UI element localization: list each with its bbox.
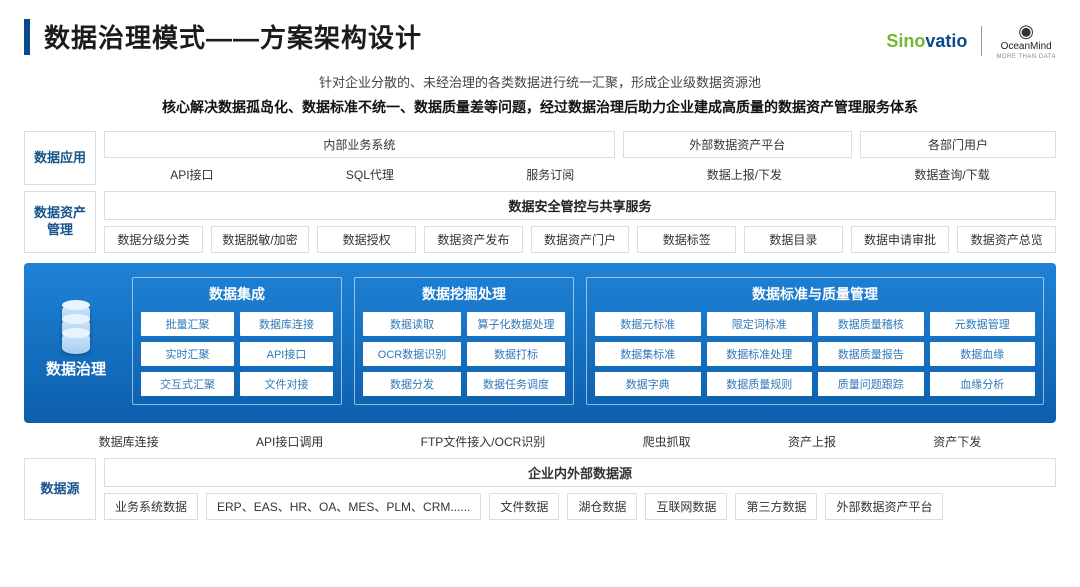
src-1: ERP、EAS、HR、OA、MES、PLM、CRM...... [206, 493, 481, 520]
asset-item-7: 数据申请审批 [851, 226, 950, 253]
g2-cell-0: 数据读取 [363, 312, 461, 336]
g3-cell-0: 数据元标准 [595, 312, 701, 336]
layer-asset-label: 数据资产 管理 [24, 191, 96, 253]
g1-cell-1: 数据库连接 [240, 312, 333, 336]
logo-group: Sinovatio ◉ OceanMind MORE THAN DATA [886, 18, 1056, 60]
asset-item-4: 数据资产门户 [531, 226, 630, 253]
ingest-5: 资产下发 [933, 433, 981, 450]
gov-group-1: 数据集成 批量汇聚 数据库连接 实时汇聚 API接口 交互式汇聚 文件对接 [132, 277, 342, 405]
app-mid-4: 数据查询/下载 [914, 166, 989, 183]
g2-cell-5: 数据任务调度 [467, 372, 565, 396]
g3-cell-6: 数据质量报告 [818, 342, 924, 366]
g3-cell-10: 质量问题跟踪 [818, 372, 924, 396]
src-4: 互联网数据 [645, 493, 727, 520]
g2-cell-4: 数据分发 [363, 372, 461, 396]
g2-cell-3: 数据打标 [467, 342, 565, 366]
gov-groups: 数据集成 批量汇聚 数据库连接 实时汇聚 API接口 交互式汇聚 文件对接 数据… [132, 277, 1044, 405]
asset-item-1: 数据脱敏/加密 [211, 226, 310, 253]
asset-item-0: 数据分级分类 [104, 226, 203, 253]
ingest-4: 资产上报 [788, 433, 836, 450]
g3-cell-4: 数据集标准 [595, 342, 701, 366]
title-wrap: 数据治理模式——方案架构设计 [24, 18, 422, 55]
source-header: 企业内外部数据源 [104, 458, 1056, 487]
gov-label-col: 数据治理 [34, 277, 118, 405]
app-top-1: 外部数据资产平台 [623, 131, 852, 158]
gov-group-1-title: 数据集成 [141, 284, 333, 306]
app-top-0: 内部业务系统 [104, 131, 615, 158]
layer-asset: 数据资产 管理 数据安全管控与共享服务 数据分级分类 数据脱敏/加密 数据授权 … [24, 191, 1056, 253]
layer-app: 数据应用 内部业务系统 外部数据资产平台 各部门用户 API接口 SQL代理 服… [24, 131, 1056, 185]
swirl-icon: ◉ [996, 22, 1056, 40]
title-accent-bar [24, 19, 30, 55]
gov-group-3: 数据标准与质量管理 数据元标准 限定词标准 数据质量稽核 元数据管理 数据集标准… [586, 277, 1044, 405]
logo-divider [981, 26, 982, 56]
app-mid-row: API接口 SQL代理 服务订阅 数据上报/下发 数据查询/下载 [104, 164, 1056, 185]
g1-cell-0: 批量汇聚 [141, 312, 234, 336]
app-mid-2: 服务订阅 [526, 166, 574, 183]
src-0: 业务系统数据 [104, 493, 198, 520]
g1-cell-4: 交互式汇聚 [141, 372, 234, 396]
layer-source-label: 数据源 [24, 458, 96, 520]
g2-cell-2: OCR数据识别 [363, 342, 461, 366]
asset-item-3: 数据资产发布 [424, 226, 523, 253]
gov-group-2-title: 数据挖掘处理 [363, 284, 565, 306]
logo-inovatio: Sinovatio [886, 31, 967, 52]
logo-inovatio-part2: vatio [925, 31, 967, 51]
layer-app-label: 数据应用 [24, 131, 96, 185]
g2-cell-1: 算子化数据处理 [467, 312, 565, 336]
ingest-1: API接口调用 [256, 433, 323, 450]
source-items-row: 业务系统数据 ERP、EAS、HR、OA、MES、PLM、CRM...... 文… [104, 493, 1056, 520]
logo-oceanmind-name: OceanMind [996, 42, 1056, 52]
layer-source: 数据源 企业内外部数据源 业务系统数据 ERP、EAS、HR、OA、MES、PL… [24, 458, 1056, 520]
g3-cell-9: 数据质量规则 [707, 372, 813, 396]
g3-cell-11: 血缘分析 [930, 372, 1036, 396]
ingest-2: FTP文件接入/OCR识别 [421, 433, 546, 450]
ingest-0: 数据库连接 [99, 433, 159, 450]
app-mid-1: SQL代理 [346, 166, 394, 183]
g3-cell-2: 数据质量稽核 [818, 312, 924, 336]
asset-header: 数据安全管控与共享服务 [104, 191, 1056, 220]
gov-group-3-title: 数据标准与质量管理 [595, 284, 1035, 306]
src-6: 外部数据资产平台 [825, 493, 943, 520]
g1-cell-5: 文件对接 [240, 372, 333, 396]
database-icon [52, 304, 100, 348]
g1-cell-2: 实时汇聚 [141, 342, 234, 366]
g3-cell-5: 数据标准处理 [707, 342, 813, 366]
asset-items-row: 数据分级分类 数据脱敏/加密 数据授权 数据资产发布 数据资产门户 数据标签 数… [104, 226, 1056, 253]
asset-item-8: 数据资产总览 [957, 226, 1056, 253]
intro-line-2: 核心解决数据孤岛化、数据标准不统一、数据质量差等问题，经过数据治理后助力企业建成… [24, 97, 1056, 117]
g3-cell-7: 数据血缘 [930, 342, 1036, 366]
app-mid-3: 数据上报/下发 [707, 166, 782, 183]
asset-item-6: 数据目录 [744, 226, 843, 253]
logo-oceanmind: ◉ OceanMind MORE THAN DATA [996, 22, 1056, 60]
src-3: 湖仓数据 [567, 493, 637, 520]
page-title: 数据治理模式——方案架构设计 [44, 18, 422, 55]
app-top-2: 各部门用户 [860, 131, 1056, 158]
app-top-row: 内部业务系统 外部数据资产平台 各部门用户 [104, 131, 1056, 158]
asset-item-5: 数据标签 [637, 226, 736, 253]
app-mid-0: API接口 [170, 166, 213, 183]
slide-header: 数据治理模式——方案架构设计 Sinovatio ◉ OceanMind MOR… [24, 18, 1056, 60]
ingest-3: 爬虫抓取 [643, 433, 691, 450]
logo-oceanmind-tag: MORE THAN DATA [996, 54, 1056, 60]
gov-group-2: 数据挖掘处理 数据读取 算子化数据处理 OCR数据识别 数据打标 数据分发 数据… [354, 277, 574, 405]
ingest-row: 数据库连接 API接口调用 FTP文件接入/OCR识别 爬虫抓取 资产上报 资产… [24, 431, 1056, 452]
g1-cell-3: API接口 [240, 342, 333, 366]
src-5: 第三方数据 [735, 493, 817, 520]
layer-governance: 数据治理 数据集成 批量汇聚 数据库连接 实时汇聚 API接口 交互式汇聚 文件… [24, 263, 1056, 423]
src-2: 文件数据 [489, 493, 559, 520]
logo-inovatio-part1: Sino [886, 31, 925, 51]
g3-cell-8: 数据字典 [595, 372, 701, 396]
gov-label: 数据治理 [46, 358, 106, 379]
asset-item-2: 数据授权 [317, 226, 416, 253]
g3-cell-1: 限定词标准 [707, 312, 813, 336]
intro-line-1: 针对企业分散的、未经治理的各类数据进行统一汇聚，形成企业级数据资源池 [24, 72, 1056, 91]
g3-cell-3: 元数据管理 [930, 312, 1036, 336]
